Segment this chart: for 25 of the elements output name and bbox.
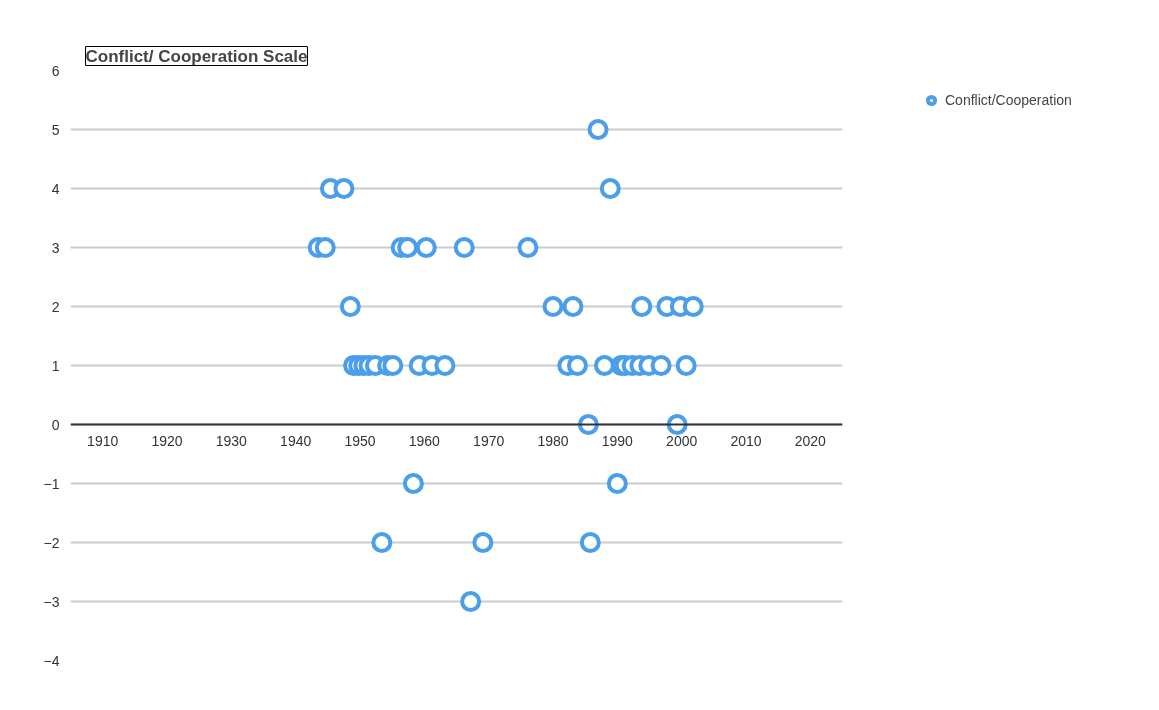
y-tick-label: −1 [43, 475, 60, 492]
y-tick-label: 4 [51, 180, 60, 197]
legend-label: Conflict/Cooperation [945, 92, 1072, 108]
y-tick-label: 1 [51, 357, 60, 374]
x-tick-label: 2010 [730, 432, 762, 449]
chart-title: Conflict/ Cooperation Scale [85, 46, 308, 66]
y-tick-label: 0 [51, 416, 60, 433]
y-tick-label: 3 [51, 239, 60, 256]
x-tick-label: 1970 [473, 432, 505, 449]
y-tick-label: −2 [43, 534, 60, 551]
x-tick-label: 1950 [344, 432, 376, 449]
y-tick-label: 2 [51, 298, 60, 315]
x-tick-label: 2020 [794, 432, 827, 449]
x-tick-label: 1980 [537, 432, 569, 449]
x-tick-label: 1910 [87, 432, 119, 449]
x-tick-label: 1920 [151, 432, 183, 449]
y-tick-label: −4 [43, 652, 60, 669]
y-tick-label: −3 [43, 593, 60, 610]
y-tick-label: 5 [51, 121, 60, 138]
x-tick-label: 1960 [408, 432, 441, 449]
y-tick-label: 6 [51, 62, 60, 79]
x-tick-label: 2000 [666, 432, 698, 449]
x-tick-label: 1930 [215, 432, 248, 449]
x-tick-label: 1940 [280, 432, 312, 449]
x-tick-label: 1990 [601, 432, 634, 449]
